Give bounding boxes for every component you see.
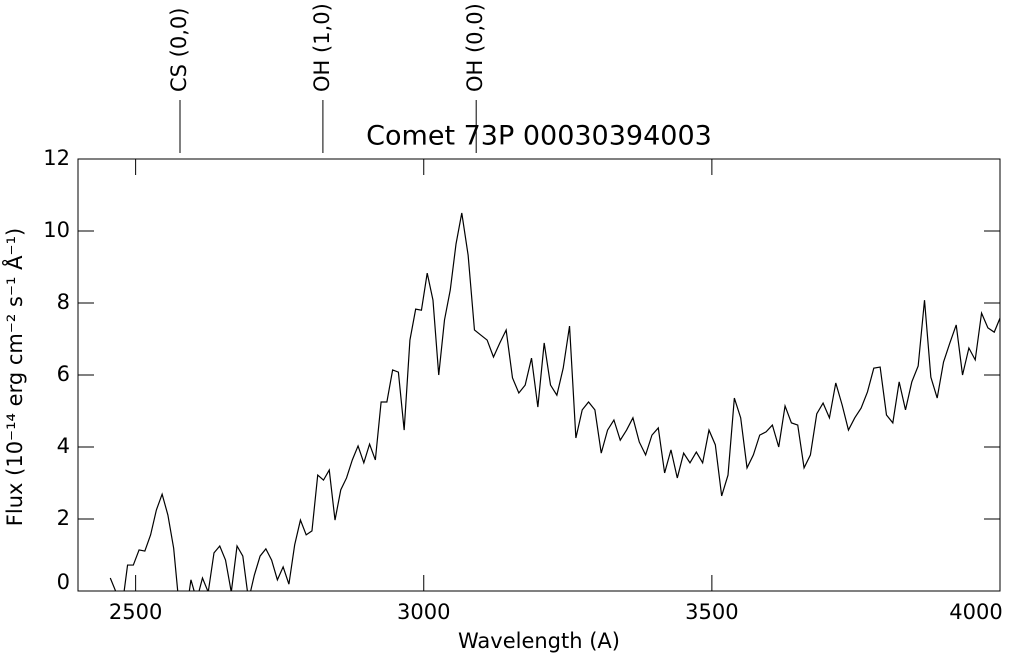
x-tick-label: 2500 bbox=[109, 600, 162, 624]
annotation-label: OH (0,0) bbox=[463, 3, 487, 92]
y-tick-label: 2 bbox=[57, 506, 70, 530]
x-tick-label: 3000 bbox=[397, 600, 450, 624]
plot-frame bbox=[77, 158, 1001, 592]
spectrum-line bbox=[109, 212, 1000, 591]
y-tick-label: 8 bbox=[57, 290, 70, 314]
annotation-label: OH (1,0) bbox=[310, 3, 334, 92]
x-axis-label: Wavelength (A) bbox=[458, 629, 620, 653]
y-tick-label: 12 bbox=[43, 146, 70, 170]
annotation-label: CS (0,0) bbox=[167, 8, 191, 92]
x-tick-label: 3500 bbox=[685, 600, 738, 624]
y-tick-label: 6 bbox=[57, 362, 70, 386]
plot-area bbox=[109, 212, 1000, 591]
x-tick-label: 4000 bbox=[949, 600, 1002, 624]
y-tick-label: 0 bbox=[57, 570, 70, 594]
y-tick-label: 10 bbox=[43, 218, 70, 242]
y-tick-label: 4 bbox=[57, 434, 70, 458]
y-axis-label: Flux (10⁻¹⁴ erg cm⁻² s⁻¹ Å⁻¹) bbox=[1, 228, 27, 526]
chart-title: Comet 73P 00030394003 bbox=[366, 121, 712, 152]
